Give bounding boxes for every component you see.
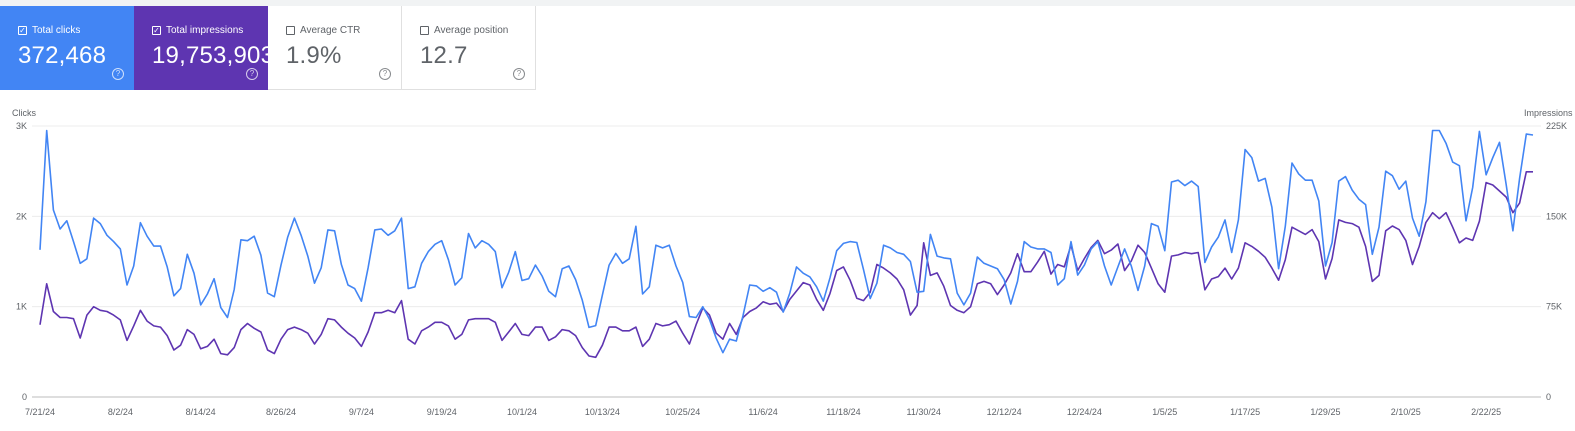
x-tick-label: 7/21/24 xyxy=(25,407,55,417)
x-tick-label: 8/2/24 xyxy=(108,407,133,417)
metric-header: ✓ Total impressions xyxy=(152,25,243,36)
metric-value: 12.7 xyxy=(420,42,468,69)
x-tick-label: 1/5/25 xyxy=(1152,407,1177,417)
x-tick-label: 9/7/24 xyxy=(349,407,374,417)
x-tick-label: 11/18/24 xyxy=(826,407,860,417)
series-line-impressions xyxy=(39,171,1533,359)
metric-header: Average position xyxy=(420,25,508,36)
x-tick-label: 2/22/25 xyxy=(1471,407,1501,417)
metric-card-average-ctr[interactable]: Average CTR 1.9% ? xyxy=(268,6,402,90)
right-tick-label: 225K xyxy=(1546,121,1567,131)
checkbox-checked-icon[interactable]: ✓ xyxy=(152,25,161,35)
checkbox-checked-icon[interactable]: ✓ xyxy=(18,25,27,35)
metric-card-total-clicks[interactable]: ✓ Total clicks 372,468 ? xyxy=(0,6,134,90)
x-tick-label: 10/25/24 xyxy=(665,407,700,417)
metric-value: 19,753,903 xyxy=(152,42,275,69)
help-icon[interactable]: ? xyxy=(379,68,391,80)
x-tick-label: 12/12/24 xyxy=(987,407,1022,417)
right-tick-label: 0 xyxy=(1546,392,1551,402)
x-tick-label: 8/26/24 xyxy=(266,407,296,417)
metric-label: Total clicks xyxy=(32,25,81,36)
left-tick-label: 2K xyxy=(16,211,27,221)
x-tick-label: 10/13/24 xyxy=(585,407,620,417)
top-strip xyxy=(0,0,1575,6)
chart-grid xyxy=(32,125,1541,398)
x-tick-label: 8/14/24 xyxy=(186,407,216,417)
help-icon[interactable]: ? xyxy=(513,68,525,80)
metric-value: 1.9% xyxy=(286,42,342,69)
metric-label: Average position xyxy=(434,25,509,36)
x-tick-label: 12/24/24 xyxy=(1067,407,1102,417)
left-tick-label: 3K xyxy=(16,121,27,131)
checkbox-unchecked-icon[interactable] xyxy=(286,26,295,35)
left-axis-title: Clicks xyxy=(12,108,36,118)
metric-label: Average CTR xyxy=(300,25,361,36)
series-line-clicks xyxy=(39,129,1534,354)
right-tick-label: 75K xyxy=(1546,302,1562,312)
chart-series xyxy=(39,129,1534,359)
x-tick-label: 10/1/24 xyxy=(507,407,537,417)
metric-cards: ✓ Total clicks 372,468 ? ✓ Total impress… xyxy=(0,6,536,90)
metric-header: ✓ Total clicks xyxy=(18,25,80,36)
x-tick-label: 1/29/25 xyxy=(1310,407,1340,417)
x-axis: 7/21/24 8/2/24 8/14/24 8/26/24 9/7/24 9/19/24… xyxy=(25,407,1501,417)
metric-card-total-impressions[interactable]: ✓ Total impressions 19,753,903 ? xyxy=(134,6,274,90)
right-axis: Impressions 0 75K 150K 225K xyxy=(1524,108,1573,402)
x-tick-label: 2/10/25 xyxy=(1391,407,1421,417)
right-axis-title: Impressions xyxy=(1524,108,1573,118)
checkbox-unchecked-icon[interactable] xyxy=(420,26,429,35)
metric-label: Total impressions xyxy=(166,25,244,36)
left-axis: Clicks 0 1K 2K 3K xyxy=(12,108,36,402)
metric-value: 372,468 xyxy=(18,42,107,69)
left-tick-label: 0 xyxy=(22,392,27,402)
x-tick-label: 11/6/24 xyxy=(748,407,777,417)
help-icon[interactable]: ? xyxy=(246,68,258,80)
left-tick-label: 1K xyxy=(16,302,27,312)
metric-header: Average CTR xyxy=(286,25,360,36)
help-icon[interactable]: ? xyxy=(112,68,124,80)
x-tick-label: 1/17/25 xyxy=(1230,407,1260,417)
right-tick-label: 150K xyxy=(1546,211,1567,221)
x-tick-label: 11/30/24 xyxy=(907,407,941,417)
x-tick-label: 9/19/24 xyxy=(427,407,457,417)
metric-card-average-position[interactable]: Average position 12.7 ? xyxy=(402,6,536,90)
